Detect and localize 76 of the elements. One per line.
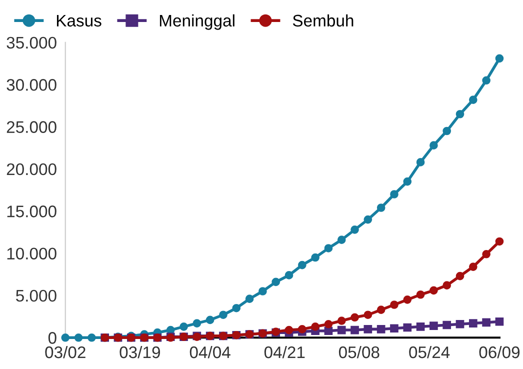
point <box>495 317 504 326</box>
point <box>180 322 188 331</box>
point <box>442 320 452 330</box>
point <box>430 322 438 330</box>
point <box>258 287 267 296</box>
point <box>364 325 372 334</box>
point <box>430 141 438 150</box>
y-tick-label: 15.000 <box>7 206 56 218</box>
point <box>298 260 306 270</box>
point <box>495 237 504 246</box>
point <box>403 177 412 186</box>
point <box>272 278 280 286</box>
y-tick-label: 20.000 <box>6 163 56 176</box>
point <box>311 322 320 331</box>
point <box>403 296 412 304</box>
point <box>482 76 490 85</box>
point <box>416 158 425 166</box>
point <box>337 236 346 244</box>
point <box>284 271 294 280</box>
point <box>245 294 254 304</box>
point <box>324 320 333 328</box>
point <box>88 333 96 342</box>
point <box>232 304 241 312</box>
point <box>442 126 452 136</box>
legend-label: Meninggal <box>160 14 234 30</box>
point <box>298 325 306 334</box>
y-tick-label: 0 <box>48 332 56 344</box>
point <box>284 326 294 334</box>
point <box>456 110 464 118</box>
y-tick-label: 25.000 <box>6 121 56 133</box>
point <box>376 204 386 212</box>
point <box>416 290 425 299</box>
x-tick-label: 03/02 <box>45 346 86 358</box>
point <box>350 313 359 322</box>
point <box>311 253 320 262</box>
point <box>482 318 490 327</box>
point <box>403 323 412 332</box>
point <box>482 250 490 258</box>
point <box>390 324 398 333</box>
point <box>364 215 372 224</box>
point <box>495 54 504 63</box>
point <box>61 333 70 342</box>
point <box>376 325 386 334</box>
x-tick-label: 04/04 <box>190 346 230 358</box>
point <box>416 322 425 331</box>
y-tick-label: 10.000 <box>7 248 56 260</box>
point <box>324 244 333 252</box>
point <box>430 286 438 295</box>
point <box>337 326 346 334</box>
point <box>390 300 398 309</box>
x-tick-label: 05/24 <box>409 346 450 358</box>
point <box>337 316 346 325</box>
y-tick-label: 30.000 <box>6 79 56 91</box>
point <box>468 319 478 328</box>
x-tick-label: 05/08 <box>338 346 380 358</box>
point <box>390 190 398 198</box>
point <box>74 333 83 342</box>
point <box>442 281 452 290</box>
point <box>468 96 478 104</box>
point <box>350 226 359 234</box>
point <box>468 262 478 271</box>
legend-label: Sembuh <box>292 14 354 27</box>
point <box>219 310 228 320</box>
point <box>364 310 372 320</box>
x-tick-label: 03/19 <box>120 346 160 358</box>
point <box>350 326 359 334</box>
point <box>376 306 386 314</box>
x-tick-label: 04/21 <box>264 346 305 358</box>
point <box>456 272 464 280</box>
point <box>192 319 202 328</box>
point <box>206 316 214 324</box>
x-tick-label: 06/09 <box>479 346 520 358</box>
y-tick-label: 5.000 <box>16 290 56 302</box>
point <box>456 320 464 328</box>
legend-label: Kasus <box>56 14 102 27</box>
y-tick-label: 35.000 <box>6 36 56 49</box>
